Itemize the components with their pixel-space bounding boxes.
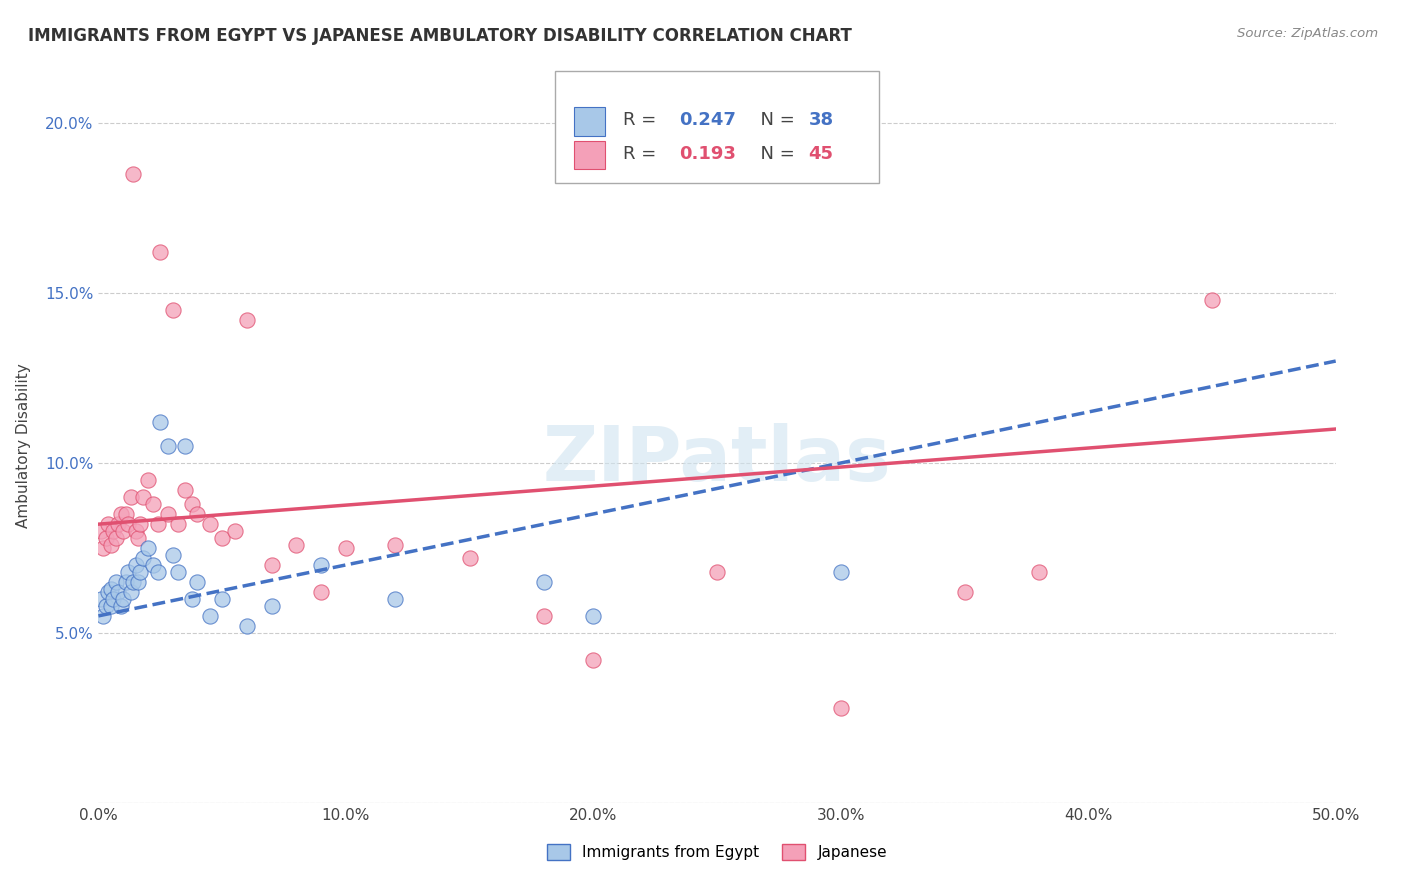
Point: [953, 585, 976, 599]
Point: [94, 599, 117, 613]
Point: [112, 591, 135, 606]
Point: [100, 599, 122, 613]
Point: [309, 585, 332, 599]
Point: [186, 507, 208, 521]
Point: [162, 548, 184, 562]
Point: [129, 517, 152, 532]
Point: [110, 599, 132, 613]
Point: [149, 245, 172, 260]
Point: [146, 565, 169, 579]
Point: [181, 497, 204, 511]
Point: [186, 574, 208, 589]
Point: [166, 517, 188, 532]
Point: [181, 591, 204, 606]
Point: [107, 585, 129, 599]
Point: [110, 507, 132, 521]
Point: [94, 531, 117, 545]
Point: [162, 303, 184, 318]
Point: [458, 551, 481, 566]
Point: [198, 608, 221, 623]
Point: [260, 558, 283, 572]
Point: [198, 517, 221, 532]
Point: [149, 415, 172, 429]
Point: [582, 608, 605, 623]
Point: [236, 619, 259, 633]
Text: ZIPatlas: ZIPatlas: [543, 424, 891, 497]
Point: [132, 490, 155, 504]
Text: 45: 45: [808, 145, 834, 163]
Point: [117, 517, 139, 532]
Point: [166, 565, 188, 579]
Point: [112, 524, 135, 538]
Point: [260, 599, 283, 613]
Text: 0.193: 0.193: [679, 145, 735, 163]
Point: [582, 653, 605, 667]
Text: 0.247: 0.247: [679, 112, 735, 129]
Point: [285, 537, 308, 551]
Point: [124, 558, 146, 572]
Point: [1028, 565, 1050, 579]
Point: [132, 551, 155, 566]
Point: [174, 439, 197, 453]
Text: Source: ZipAtlas.com: Source: ZipAtlas.com: [1237, 27, 1378, 40]
Point: [122, 167, 145, 181]
Legend: Immigrants from Egypt, Japanese: Immigrants from Egypt, Japanese: [541, 838, 893, 866]
Point: [124, 524, 146, 538]
Point: [224, 524, 246, 538]
Point: [335, 541, 357, 555]
Text: IMMIGRANTS FROM EGYPT VS JAPANESE AMBULATORY DISABILITY CORRELATION CHART: IMMIGRANTS FROM EGYPT VS JAPANESE AMBULA…: [28, 27, 852, 45]
Point: [90, 524, 112, 538]
Point: [136, 473, 159, 487]
Point: [120, 585, 142, 599]
Point: [211, 531, 233, 545]
Point: [103, 591, 125, 606]
Point: [156, 507, 179, 521]
Point: [236, 313, 259, 327]
Y-axis label: Ambulatory Disability: Ambulatory Disability: [17, 364, 31, 528]
Text: R =: R =: [623, 112, 662, 129]
Point: [830, 565, 852, 579]
Point: [142, 497, 165, 511]
Point: [104, 531, 127, 545]
Point: [100, 537, 122, 551]
Point: [706, 565, 728, 579]
Point: [174, 483, 197, 498]
Point: [830, 700, 852, 714]
Point: [533, 574, 555, 589]
Point: [97, 517, 120, 532]
Point: [146, 517, 169, 532]
Point: [120, 490, 142, 504]
Point: [127, 531, 149, 545]
Point: [90, 591, 112, 606]
Point: [309, 558, 332, 572]
Point: [211, 591, 233, 606]
Point: [114, 574, 136, 589]
Point: [136, 541, 159, 555]
Point: [100, 582, 122, 596]
Text: N =: N =: [749, 145, 801, 163]
Text: R =: R =: [623, 145, 662, 163]
Point: [107, 517, 129, 532]
Point: [127, 574, 149, 589]
Point: [384, 537, 406, 551]
Point: [1201, 293, 1223, 307]
Point: [93, 608, 115, 623]
Text: N =: N =: [749, 112, 801, 129]
Point: [156, 439, 179, 453]
Point: [129, 565, 152, 579]
Text: 38: 38: [808, 112, 834, 129]
Point: [97, 585, 120, 599]
Point: [104, 574, 127, 589]
Point: [142, 558, 165, 572]
Point: [117, 565, 139, 579]
Point: [93, 541, 115, 555]
Point: [384, 591, 406, 606]
Point: [533, 608, 555, 623]
Point: [122, 574, 145, 589]
Point: [103, 524, 125, 538]
Point: [114, 507, 136, 521]
